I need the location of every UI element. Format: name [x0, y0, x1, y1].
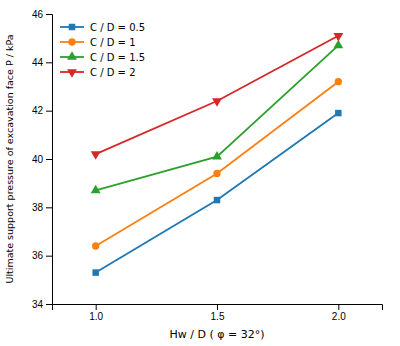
legend-marker	[69, 24, 75, 30]
series-line	[96, 82, 339, 246]
axis-line	[53, 305, 383, 311]
tick: 38	[32, 202, 52, 213]
point-marker	[214, 197, 220, 203]
tick-label: 38	[32, 202, 44, 213]
tick-label: 34	[32, 299, 44, 310]
tick-mark	[46, 14, 52, 15]
legend-marker	[67, 69, 77, 78]
legend-label: C / D = 2	[90, 67, 136, 78]
legend-item: C / D = 1	[60, 37, 136, 48]
legend: C / D = 0.5 C / D = 1 C / D = 1.5 C / D = 2	[60, 22, 145, 78]
tick-mark	[96, 304, 97, 310]
tick: 34	[32, 299, 52, 310]
legend-marker	[67, 51, 77, 60]
tick: 46	[32, 9, 52, 20]
tick-mark	[46, 207, 52, 208]
tick-label: 42	[32, 105, 44, 116]
x-axis-title: Hw / D ( φ = 32°)	[170, 328, 265, 341]
point-marker	[91, 185, 101, 194]
tick-label: 1.5	[211, 311, 225, 322]
point-marker	[212, 98, 222, 107]
tick: 40	[32, 154, 52, 165]
tick-mark	[338, 304, 339, 310]
y-axis-title: Ultimate support pressure of excavation …	[4, 34, 15, 283]
tick: 42	[32, 105, 52, 116]
point-marker	[335, 78, 342, 85]
axis-line	[46, 15, 53, 305]
tick-mark	[217, 304, 218, 310]
point-marker	[212, 151, 222, 160]
point-marker	[335, 110, 341, 116]
legend-label: C / D = 1	[90, 37, 136, 48]
tick-label: 1.0	[89, 311, 103, 322]
tick-mark	[46, 111, 52, 112]
tick-label: 36	[32, 250, 44, 261]
legend-label: C / D = 1.5	[90, 52, 145, 63]
legend-item: C / D = 1.5	[60, 51, 145, 62]
tick-label: 40	[32, 154, 44, 165]
tick: 36	[32, 250, 52, 261]
legend-label: C / D = 0.5	[90, 22, 145, 33]
tick-mark	[46, 62, 52, 63]
tick: 2.0	[332, 304, 346, 322]
legend-item: C / D = 2	[60, 67, 136, 78]
point-marker	[92, 269, 98, 275]
series-line	[96, 113, 339, 273]
plot-area: 1.01.52.034363840424446C / D = 0.5C / D …	[32, 9, 383, 322]
point-marker	[91, 151, 101, 160]
tick: 1.0	[89, 304, 103, 322]
tick-mark	[46, 159, 52, 160]
tick-mark	[46, 304, 52, 305]
point-marker	[213, 170, 220, 177]
point-marker	[92, 242, 99, 249]
legend-item: C / D = 0.5	[60, 22, 145, 33]
tick-mark	[46, 256, 52, 257]
tick: 1.5	[211, 304, 225, 322]
legend-marker	[68, 38, 75, 45]
tick-label: 2.0	[332, 311, 346, 322]
y-axis: 34 36 38 40 42 44 46	[32, 9, 53, 310]
series-group	[91, 33, 343, 276]
tick-label: 44	[32, 57, 44, 68]
tick-label: 46	[32, 9, 44, 20]
x-axis: 1.0 1.5 2.0	[53, 304, 383, 322]
point-marker	[333, 33, 343, 42]
tick: 44	[32, 57, 52, 68]
chart: 1.01.52.034363840424446C / D = 0.5C / D …	[0, 0, 400, 346]
